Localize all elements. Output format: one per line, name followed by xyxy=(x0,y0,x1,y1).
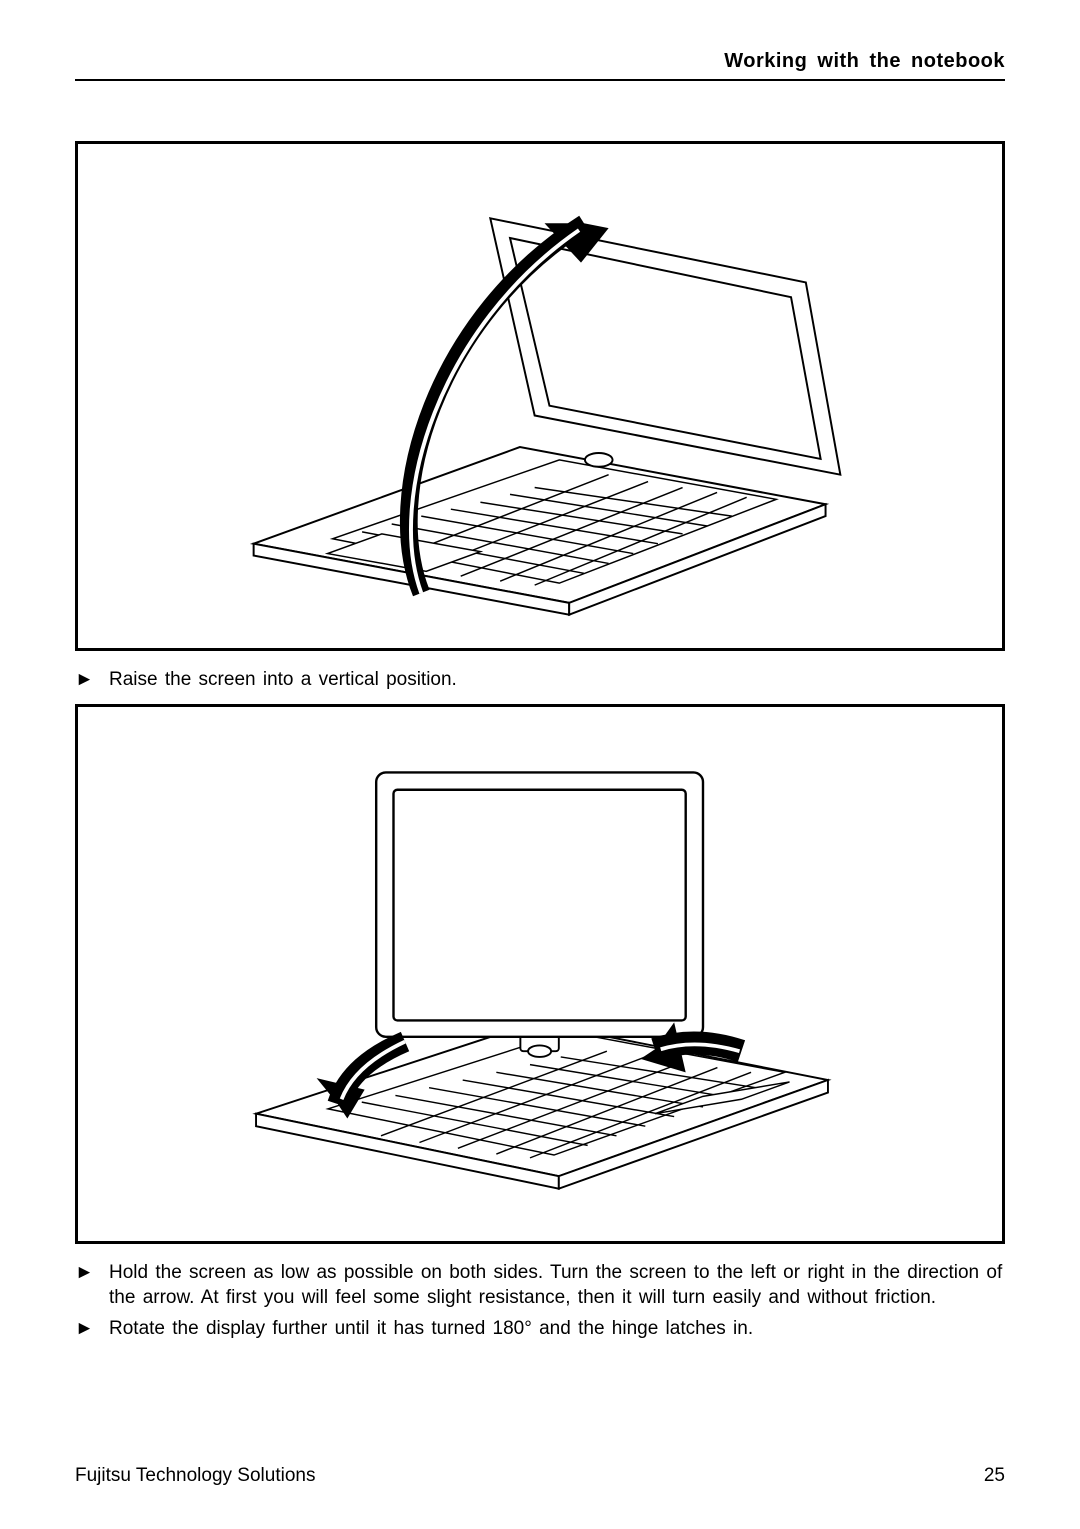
figure-rotate-screen xyxy=(75,704,1005,1244)
step-list-2: ► Hold the screen as low as possible on … xyxy=(75,1260,1005,1341)
header-rule xyxy=(75,79,1005,81)
laptop-rotate-illustration xyxy=(170,734,909,1215)
step-item: ► Rotate the display further until it ha… xyxy=(75,1316,1005,1341)
step-marker-icon: ► xyxy=(75,667,94,692)
step-text: Rotate the display further until it has … xyxy=(109,1318,753,1339)
step-text: Raise the screen into a vertical positio… xyxy=(109,669,457,690)
page-footer: Fujitsu Technology Solutions 25 xyxy=(75,1465,1005,1487)
laptop-raise-illustration xyxy=(170,169,909,623)
figure-raise-screen xyxy=(75,141,1005,651)
step-list-1: ► Raise the screen into a vertical posit… xyxy=(75,667,1005,692)
step-text: Hold the screen as low as possible on bo… xyxy=(109,1262,1002,1308)
footer-page-number: 25 xyxy=(984,1465,1005,1487)
step-item: ► Raise the screen into a vertical posit… xyxy=(75,667,1005,692)
step-marker-icon: ► xyxy=(75,1260,94,1285)
footer-left: Fujitsu Technology Solutions xyxy=(75,1465,315,1487)
page-header-title: Working with the notebook xyxy=(75,50,1005,79)
step-marker-icon: ► xyxy=(75,1316,94,1341)
step-item: ► Hold the screen as low as possible on … xyxy=(75,1260,1005,1310)
